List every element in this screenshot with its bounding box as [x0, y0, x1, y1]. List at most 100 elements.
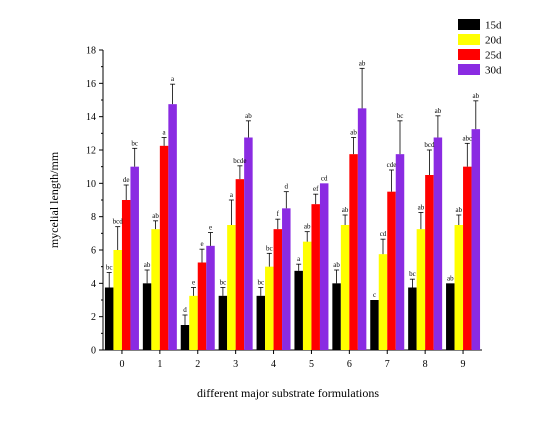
- x-tick-label: 0: [119, 359, 124, 370]
- bar: [319, 183, 329, 350]
- bar: [340, 225, 350, 350]
- bar: [235, 179, 245, 350]
- bar: [244, 137, 253, 350]
- legend-label: 25d: [485, 50, 502, 62]
- bar: [302, 241, 312, 350]
- x-tick-label: 8: [423, 359, 428, 370]
- legend-swatch: [458, 49, 480, 60]
- bar: [227, 225, 236, 350]
- legend-label: 20d: [485, 35, 502, 47]
- significance-label: cd: [380, 230, 387, 238]
- bar: [168, 104, 177, 351]
- x-axis-title: different major substrate formulations: [197, 386, 379, 400]
- bar: [130, 166, 139, 350]
- bar: [357, 108, 367, 350]
- bar: [395, 154, 405, 350]
- bar: [463, 166, 472, 350]
- y-tick-label: 4: [91, 279, 96, 290]
- bar: [387, 191, 396, 350]
- x-tick-label: 5: [309, 359, 314, 370]
- y-tick-label: 8: [91, 212, 96, 223]
- significance-label: a: [297, 255, 301, 263]
- y-tick-label: 18: [86, 46, 96, 57]
- bar: [433, 137, 443, 350]
- significance-label: bcd: [113, 218, 124, 226]
- significance-label: ab: [447, 274, 454, 282]
- significance-label: e: [192, 279, 195, 287]
- y-tick-label: 6: [91, 246, 96, 257]
- bar: [471, 129, 481, 350]
- bar: [197, 262, 207, 350]
- significance-label: ab: [418, 204, 425, 212]
- x-tick-label: 9: [461, 359, 466, 370]
- y-tick-label: 0: [91, 346, 96, 357]
- bar: [370, 300, 379, 350]
- significance-label: e: [209, 224, 212, 232]
- bar: [159, 145, 169, 350]
- x-tick-label: 7: [385, 359, 390, 370]
- significance-label: bc: [409, 270, 416, 278]
- bar: [206, 245, 215, 350]
- bar: [273, 229, 283, 350]
- error-bars: [106, 67, 479, 325]
- significance-label: c: [373, 291, 376, 299]
- bar: [218, 295, 228, 350]
- legend-swatch: [458, 19, 480, 30]
- bar: [121, 200, 131, 350]
- significance-label: ab: [333, 261, 340, 269]
- x-tick-label: 3: [233, 359, 238, 370]
- significance-label: bc: [220, 279, 227, 287]
- bar: [416, 229, 426, 350]
- significance-label: a: [171, 75, 175, 83]
- significance-label: e: [200, 240, 203, 248]
- bar: [408, 287, 417, 350]
- y-tick-label: 14: [86, 112, 96, 123]
- significance-label: ab: [359, 59, 366, 67]
- significance-label: a: [163, 129, 167, 137]
- bar: [349, 154, 358, 350]
- bars: [104, 104, 481, 351]
- significance-label: ab: [455, 206, 462, 214]
- significance-label: d: [285, 183, 289, 191]
- significance-label: bc: [266, 244, 273, 252]
- bar: [256, 295, 266, 350]
- significance-label: ab: [350, 129, 357, 137]
- legend-label: 30d: [485, 65, 502, 77]
- bar: [454, 225, 464, 350]
- significance-label: f: [277, 210, 280, 218]
- y-axis-title: mycelial length/mm: [47, 151, 61, 248]
- bar: [294, 270, 303, 350]
- bar: [180, 325, 190, 350]
- significance-label: bcde: [233, 157, 246, 165]
- bar: [142, 283, 152, 350]
- bar: [189, 295, 198, 350]
- x-tick-label: 6: [347, 359, 352, 370]
- y-tick-label: 16: [86, 79, 96, 90]
- significance-label: ab: [304, 223, 311, 231]
- significance-label: ef: [313, 185, 319, 193]
- significance-label: ab: [144, 261, 151, 269]
- significance-label: ab: [245, 112, 252, 120]
- y-tick-label: 2: [91, 312, 96, 323]
- bar: [151, 229, 160, 350]
- bar: [282, 208, 291, 350]
- significance-label: bc: [257, 279, 264, 287]
- legend: 15d 20d 25d 30d: [458, 19, 502, 77]
- x-tick-label: 2: [195, 359, 200, 370]
- significance-label: ab: [435, 107, 442, 115]
- significance-label: ab: [152, 212, 159, 220]
- x-tick-label: 4: [271, 359, 276, 370]
- bar: [425, 175, 434, 350]
- significance-label: d: [183, 306, 187, 314]
- legend-swatch: [458, 64, 480, 75]
- significance-label: ab: [472, 92, 479, 100]
- significance-label: ab: [342, 206, 349, 214]
- legend-swatch: [458, 34, 480, 45]
- bar: [378, 254, 388, 350]
- y-tick-label: 12: [86, 146, 96, 157]
- significance-label: de: [123, 176, 130, 184]
- significance-label: cde: [387, 161, 397, 169]
- significance-label: bc: [106, 264, 113, 272]
